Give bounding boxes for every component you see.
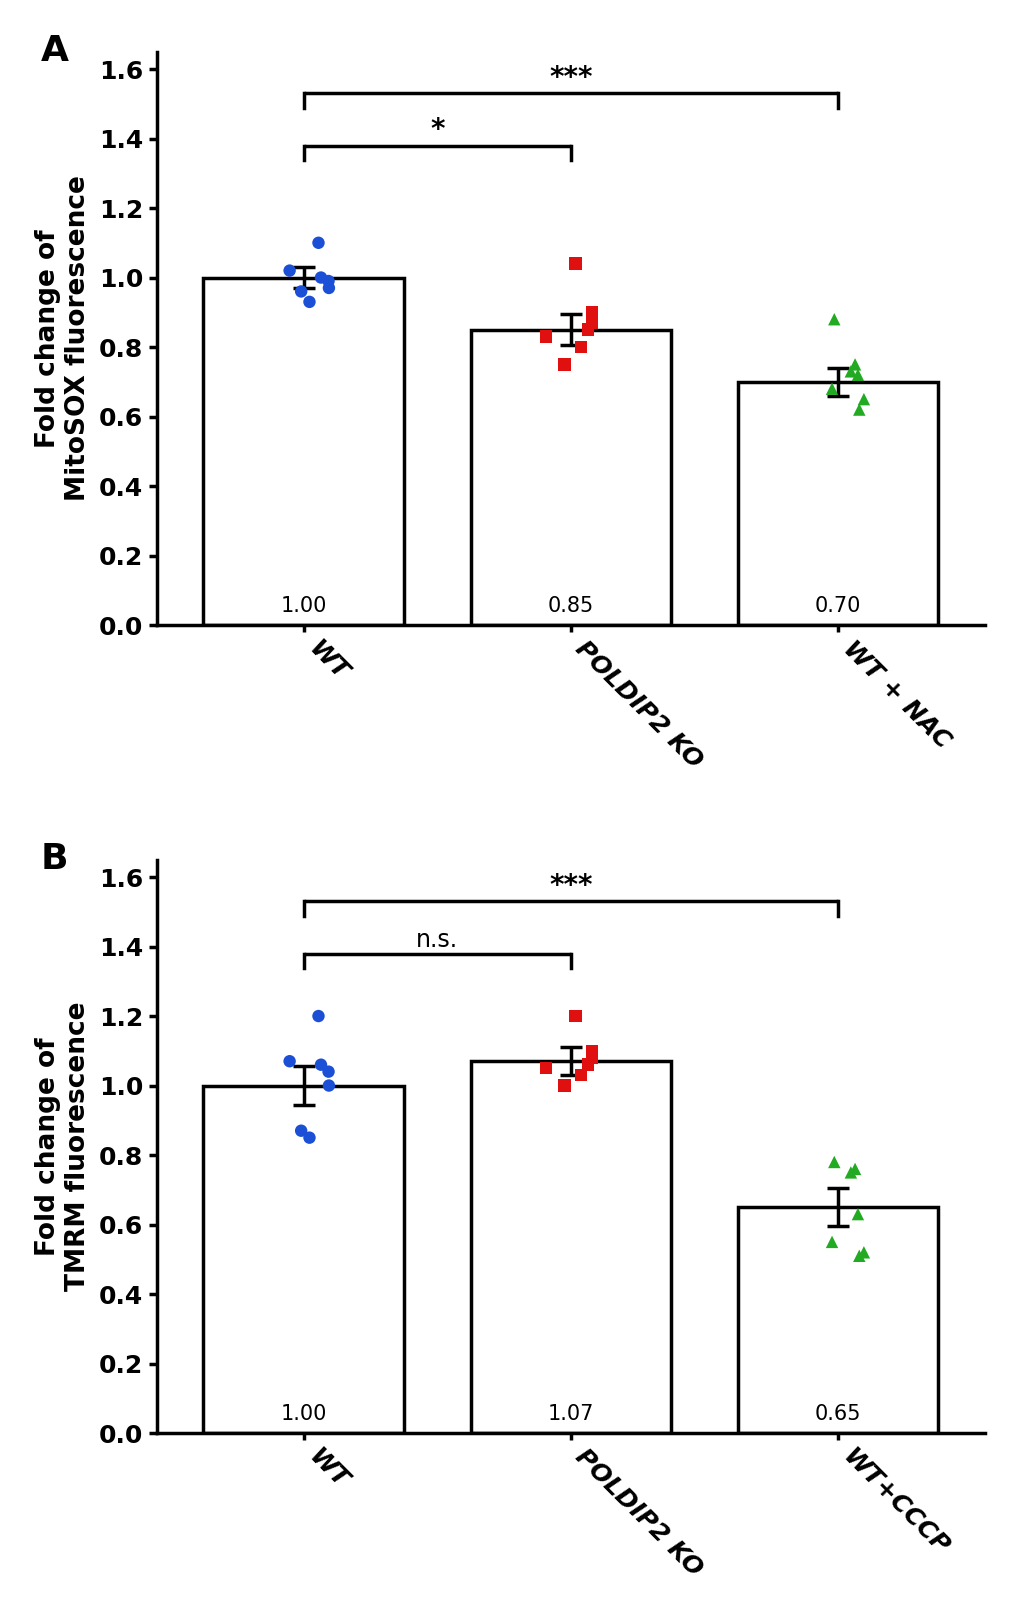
Point — [846, 1155, 862, 1181]
Point — [842, 1159, 858, 1185]
Point — [825, 1149, 842, 1175]
Point — [567, 1004, 583, 1029]
Point — [825, 307, 842, 333]
Point — [292, 1118, 309, 1144]
Point — [567, 250, 583, 276]
Point — [850, 1243, 866, 1269]
Point — [310, 1004, 326, 1029]
Point — [292, 278, 309, 304]
Point — [583, 310, 599, 336]
Point — [310, 229, 326, 255]
Point — [301, 289, 317, 315]
Point — [855, 1239, 871, 1265]
Bar — [203, 278, 404, 625]
Text: 1.07: 1.07 — [547, 1404, 593, 1424]
Text: A: A — [41, 34, 68, 68]
Point — [281, 257, 298, 283]
Point — [823, 377, 840, 402]
Point — [849, 362, 865, 388]
Point — [301, 1125, 317, 1151]
Point — [584, 299, 600, 325]
Point — [320, 1058, 336, 1084]
Text: 0.85: 0.85 — [547, 596, 593, 616]
Point — [537, 1055, 553, 1081]
Bar — [738, 381, 937, 625]
Point — [579, 317, 595, 343]
Point — [320, 275, 336, 301]
Point — [579, 1052, 595, 1078]
Point — [313, 265, 329, 291]
Point — [573, 1062, 589, 1088]
Point — [537, 323, 553, 349]
Text: 0.65: 0.65 — [814, 1404, 861, 1424]
Point — [846, 351, 862, 377]
Bar — [470, 1062, 671, 1433]
Point — [313, 1052, 329, 1078]
Point — [281, 1049, 298, 1075]
Bar — [203, 1086, 404, 1433]
Point — [555, 1073, 572, 1099]
Text: ***: *** — [548, 871, 592, 900]
Point — [555, 351, 572, 377]
Point — [584, 1037, 600, 1063]
Text: 0.70: 0.70 — [814, 596, 861, 616]
Point — [320, 1073, 336, 1099]
Point — [842, 359, 858, 385]
Bar — [738, 1207, 937, 1433]
Y-axis label: Fold change of
MitoSOX fluorescence: Fold change of MitoSOX fluorescence — [35, 176, 91, 501]
Text: ***: *** — [548, 63, 592, 92]
Point — [823, 1230, 840, 1256]
Y-axis label: Fold change of
TMRM fluorescence: Fold change of TMRM fluorescence — [35, 1002, 91, 1291]
Text: B: B — [41, 842, 68, 876]
Text: 1.00: 1.00 — [280, 1404, 326, 1424]
Text: 1.00: 1.00 — [280, 596, 326, 616]
Bar — [470, 330, 671, 625]
Point — [850, 396, 866, 422]
Text: n.s.: n.s. — [416, 928, 458, 952]
Point — [583, 1046, 599, 1071]
Point — [855, 386, 871, 412]
Point — [320, 268, 336, 294]
Text: *: * — [430, 116, 444, 144]
Point — [849, 1201, 865, 1227]
Point — [573, 335, 589, 360]
